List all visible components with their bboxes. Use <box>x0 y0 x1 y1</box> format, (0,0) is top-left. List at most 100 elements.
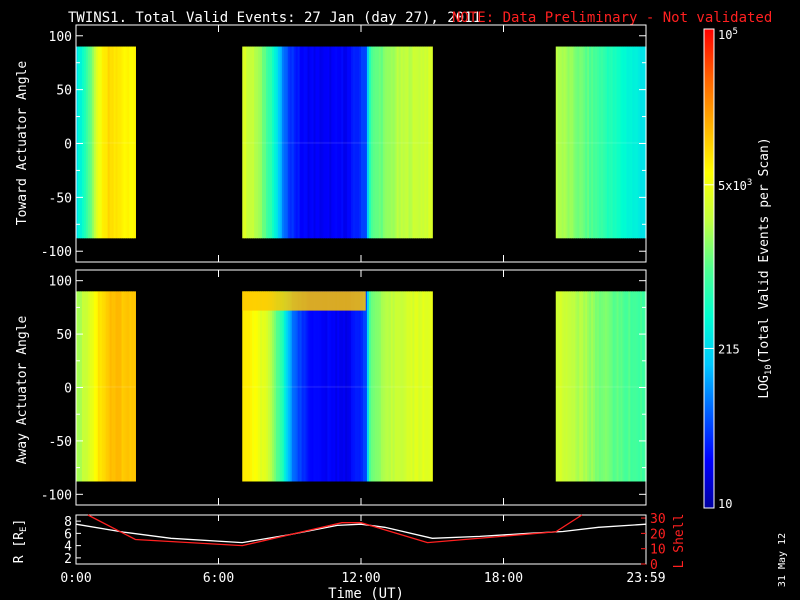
heatmap-cell <box>264 46 267 239</box>
heatmap-cell <box>380 291 384 482</box>
heatmap-cell <box>343 291 346 482</box>
heatmap-cell <box>95 46 99 239</box>
heatmap-cell <box>426 46 429 239</box>
heatmap-cell <box>642 291 645 482</box>
heatmap-cell <box>636 46 639 239</box>
heatmap-cell <box>97 46 101 239</box>
heatmap-cell <box>559 46 563 239</box>
heatmap-cell <box>131 46 134 239</box>
heatmap-cell <box>266 291 269 482</box>
heatmap-cell <box>331 291 334 482</box>
lshell-series-line <box>87 514 583 547</box>
heatmap-cell <box>335 291 338 482</box>
heatmap-cell <box>331 46 334 239</box>
y-tick-label: 50 <box>56 84 72 99</box>
heatmap-cell <box>594 291 598 482</box>
heatmap-cell <box>388 291 392 482</box>
heatmap-cell <box>366 46 370 239</box>
heatmap-cell <box>107 46 111 239</box>
heatmap-cell <box>587 46 590 239</box>
heatmap-cell <box>297 291 301 482</box>
heatmap-cell <box>119 46 123 239</box>
heatmap-cell <box>267 291 271 482</box>
heatmap-cell <box>121 46 125 239</box>
heatmap-cell <box>269 46 273 239</box>
zero-angle-streak <box>242 141 433 144</box>
heatmap-cell <box>273 46 277 239</box>
x-tick-label: 18:00 <box>484 571 523 586</box>
heatmap-cell <box>111 46 115 239</box>
heatmap-cell <box>573 46 576 239</box>
heatmap-cell <box>416 46 419 239</box>
heatmap-cell <box>630 291 633 482</box>
heatmap-cell <box>279 46 283 239</box>
heatmap-cell <box>430 291 433 482</box>
x-tick-label: 12:00 <box>341 571 380 586</box>
heatmap-cell <box>386 291 390 482</box>
heatmap-cell <box>563 46 567 239</box>
heatmap-cell <box>382 46 386 239</box>
heatmap-cell <box>412 46 416 239</box>
heatmap-cell <box>329 291 332 482</box>
chart-title: TWINS1. Total Valid Events: 27 Jan (day … <box>68 10 481 26</box>
zero-angle-streak <box>76 385 136 388</box>
heatmap-cell <box>271 291 275 482</box>
heatmap-cell <box>565 291 569 482</box>
heatmap-cell <box>266 46 269 239</box>
heatmap-cell <box>343 46 346 239</box>
heatmap-cell <box>579 46 582 239</box>
heatmap-cell <box>113 291 117 482</box>
heatmap-cell <box>400 291 404 482</box>
heatmap-cell <box>349 291 352 482</box>
orbit-left-tick-label: 8 <box>64 515 72 530</box>
heatmap-cell <box>341 291 344 482</box>
heatmap-cell <box>614 46 618 239</box>
heatmap-cell <box>414 291 418 482</box>
heatmap-cell <box>295 46 299 239</box>
heatmap-cell <box>404 46 408 239</box>
colorbar: 10 215 5x103 105 <box>703 27 752 511</box>
x-tick-label: 0:00 <box>60 571 91 586</box>
heatmap-cell <box>293 46 297 239</box>
heatmap-cell <box>85 46 89 239</box>
y-tick-label: 100 <box>49 30 72 45</box>
heatmap-cell <box>374 46 378 239</box>
heatmap-cell <box>644 291 647 482</box>
heatmap-cell <box>579 291 582 482</box>
toward-ylabel: Toward Actuator Angle <box>15 61 30 226</box>
heatmap-cell <box>600 46 604 239</box>
heatmap-cell <box>256 46 259 239</box>
heatmap-cell <box>77 46 81 239</box>
orbit-left-tick-label: 6 <box>64 527 72 542</box>
heatmap-cell <box>115 46 119 239</box>
heatmap-cell <box>301 46 305 239</box>
heatmap-cell <box>93 46 97 239</box>
heatmap-cell <box>622 291 626 482</box>
heatmap-cell <box>351 291 354 482</box>
y-tick-label: 0 <box>64 382 72 397</box>
heatmap-cell <box>337 46 340 239</box>
heatmap-cell <box>81 46 85 239</box>
heatmap-cell <box>428 46 431 239</box>
heatmap-cell <box>325 291 328 482</box>
heatmap-cell <box>254 46 257 239</box>
heatmap-cell <box>315 291 319 482</box>
r-series-line <box>75 523 647 544</box>
heatmap-cell <box>357 291 360 482</box>
heatmap-cell <box>269 291 273 482</box>
heatmap-cell <box>563 291 567 482</box>
heatmap-cell <box>640 46 643 239</box>
heatmap-cell <box>604 291 608 482</box>
heatmap-cell <box>422 291 425 482</box>
heatmap-cell <box>311 46 315 239</box>
heatmap-cell <box>398 291 402 482</box>
heatmap-cell <box>581 291 584 482</box>
heatmap-cell <box>378 46 382 239</box>
heatmap-cell <box>131 291 134 482</box>
heatmap-cell <box>309 291 313 482</box>
heatmap-cell <box>390 46 394 239</box>
heatmap-cell <box>374 291 378 482</box>
heatmap-cell <box>76 291 79 482</box>
heatmap-cell <box>347 291 350 482</box>
colorbar-tick-label: 215 <box>718 342 740 356</box>
